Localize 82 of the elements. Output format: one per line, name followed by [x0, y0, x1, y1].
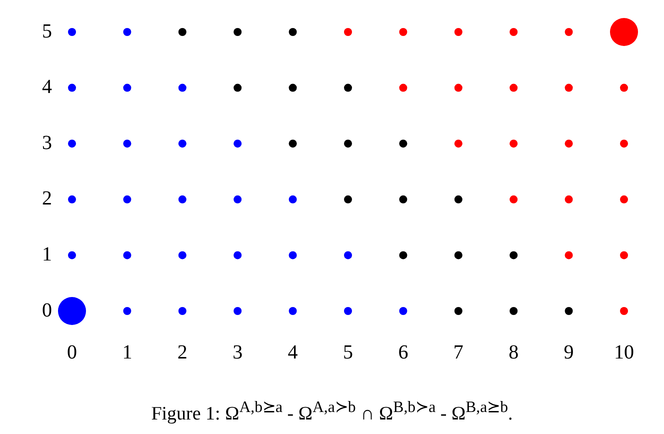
point [68, 195, 76, 204]
y-tick-label: 0 [42, 299, 52, 322]
x-tick-label: 1 [122, 341, 132, 364]
point [123, 140, 132, 148]
point [123, 28, 132, 36]
point [510, 28, 518, 36]
x-tick-label: 9 [564, 341, 574, 364]
point [620, 195, 628, 204]
point [234, 140, 242, 148]
point [234, 28, 242, 36]
y-tick-label: 5 [42, 20, 52, 42]
point [620, 84, 628, 92]
point [564, 195, 573, 204]
point [510, 84, 518, 92]
point [344, 28, 352, 36]
point [288, 28, 297, 36]
point [178, 251, 186, 260]
point [123, 84, 132, 92]
point [344, 140, 352, 148]
point [288, 195, 297, 204]
point [454, 307, 462, 315]
point [510, 251, 518, 260]
point [399, 28, 408, 36]
point [178, 195, 186, 204]
point [510, 140, 518, 148]
point [399, 84, 408, 92]
point [178, 307, 186, 315]
point [288, 140, 297, 148]
point [344, 307, 352, 315]
point [178, 28, 186, 36]
x-tick-label: 6 [398, 341, 408, 364]
point [344, 195, 352, 204]
point [68, 251, 76, 260]
x-tick-label: 5 [343, 341, 353, 364]
point [288, 307, 297, 315]
point [564, 28, 573, 36]
point [68, 84, 76, 92]
point [510, 195, 518, 204]
point [178, 140, 186, 148]
point [454, 140, 462, 148]
y-tick-label: 2 [42, 188, 52, 210]
point [234, 307, 242, 315]
point [564, 84, 573, 92]
y-tick-label: 1 [42, 243, 52, 266]
x-tick-label: 10 [614, 341, 634, 364]
point [620, 307, 628, 315]
y-tick-label: 4 [42, 76, 52, 98]
point [510, 307, 518, 315]
point [454, 195, 462, 204]
x-tick-label: 7 [453, 341, 464, 364]
point [123, 251, 132, 260]
x-tick-label: 8 [508, 341, 519, 364]
point [620, 251, 628, 260]
point [68, 140, 76, 148]
x-tick-label: 3 [232, 341, 243, 364]
point [454, 28, 462, 36]
point [234, 84, 242, 92]
point [399, 251, 408, 260]
point [68, 28, 76, 36]
point [454, 251, 462, 260]
point [288, 84, 297, 92]
point [620, 140, 628, 148]
point [399, 195, 408, 204]
point [454, 84, 462, 92]
y-tick-label: 3 [42, 132, 52, 154]
point [564, 307, 573, 315]
point [399, 140, 408, 148]
x-tick-label: 4 [288, 341, 298, 364]
point [178, 84, 186, 92]
point [399, 307, 408, 315]
x-tick-label: 0 [67, 341, 77, 364]
point [564, 251, 573, 260]
point [344, 251, 352, 260]
x-tick-label: 2 [177, 341, 188, 364]
point [234, 251, 242, 260]
chart-title: Figure 1: Ω$^{A,b⪰a}$ - Ω$^{A,a≻b}$ ∩ Ω$^{B,b≻a}$ - Ω$^{B,a⪰b}$. [151, 399, 513, 424]
point [564, 140, 573, 148]
point [234, 195, 242, 204]
point [344, 84, 352, 92]
point [123, 195, 132, 204]
point [288, 251, 297, 260]
point [123, 307, 132, 315]
